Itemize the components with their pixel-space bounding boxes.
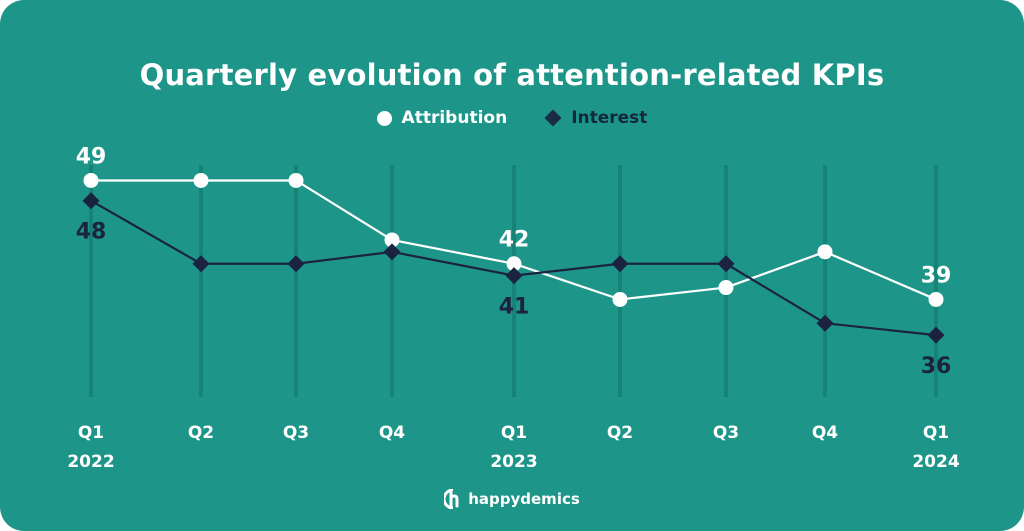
circle-marker-icon [376, 110, 392, 126]
data-point-attribution [288, 172, 304, 188]
x-tick-label-quarter: Q2 [188, 423, 214, 443]
x-tick-label-quarter: Q1 [78, 423, 104, 443]
x-tick-label-quarter: Q4 [812, 423, 838, 443]
data-point-interest [927, 326, 945, 344]
legend-label-attribution: Attribution [401, 108, 508, 128]
brand-name: happydemics [468, 490, 580, 508]
data-point-interest [192, 255, 210, 273]
data-point-interest [816, 314, 834, 332]
data-point-attribution [193, 172, 209, 188]
data-label-attribution: 49 [76, 144, 107, 169]
data-point-attribution [817, 244, 833, 260]
legend-item-interest: Interest [544, 108, 648, 128]
data-point-interest [383, 243, 401, 261]
x-tick-label-quarter: Q3 [713, 423, 739, 443]
data-label-interest: 48 [76, 220, 107, 245]
legend-item-attribution: Attribution [376, 108, 508, 128]
data-point-attribution [928, 291, 944, 307]
x-tick-label-quarter: Q3 [283, 423, 309, 443]
data-point-interest [611, 255, 629, 273]
data-point-attribution [83, 172, 99, 188]
data-point-attribution [718, 280, 734, 296]
x-tick-label-quarter: Q1 [923, 423, 949, 443]
data-point-interest [287, 255, 305, 273]
x-tick-label-quarter: Q4 [379, 423, 405, 443]
data-point-interest [82, 192, 100, 210]
data-point-interest [505, 267, 523, 285]
x-tick-label-year: 2023 [490, 452, 537, 472]
data-label-interest: 36 [921, 354, 952, 379]
data-label-attribution: 42 [499, 228, 530, 253]
x-tick-label-year: 2022 [67, 452, 114, 472]
data-label-attribution: 39 [921, 263, 952, 288]
chart-title: Quarterly evolution of attention-related… [139, 58, 885, 92]
data-label-interest: 41 [499, 295, 530, 320]
x-tick-label-quarter: Q2 [607, 423, 633, 443]
x-tick-label-year: 2024 [912, 452, 959, 472]
x-tick-label-quarter: Q1 [501, 423, 527, 443]
data-point-attribution [612, 291, 628, 307]
legend-label-interest: Interest [571, 108, 648, 128]
legend: Attribution Interest [0, 108, 1024, 128]
brand-footer: happydemics [0, 489, 1024, 509]
happydemics-logo-icon [444, 489, 459, 509]
data-point-attribution [384, 232, 400, 248]
data-point-interest [717, 255, 735, 273]
data-point-attribution [506, 256, 522, 272]
